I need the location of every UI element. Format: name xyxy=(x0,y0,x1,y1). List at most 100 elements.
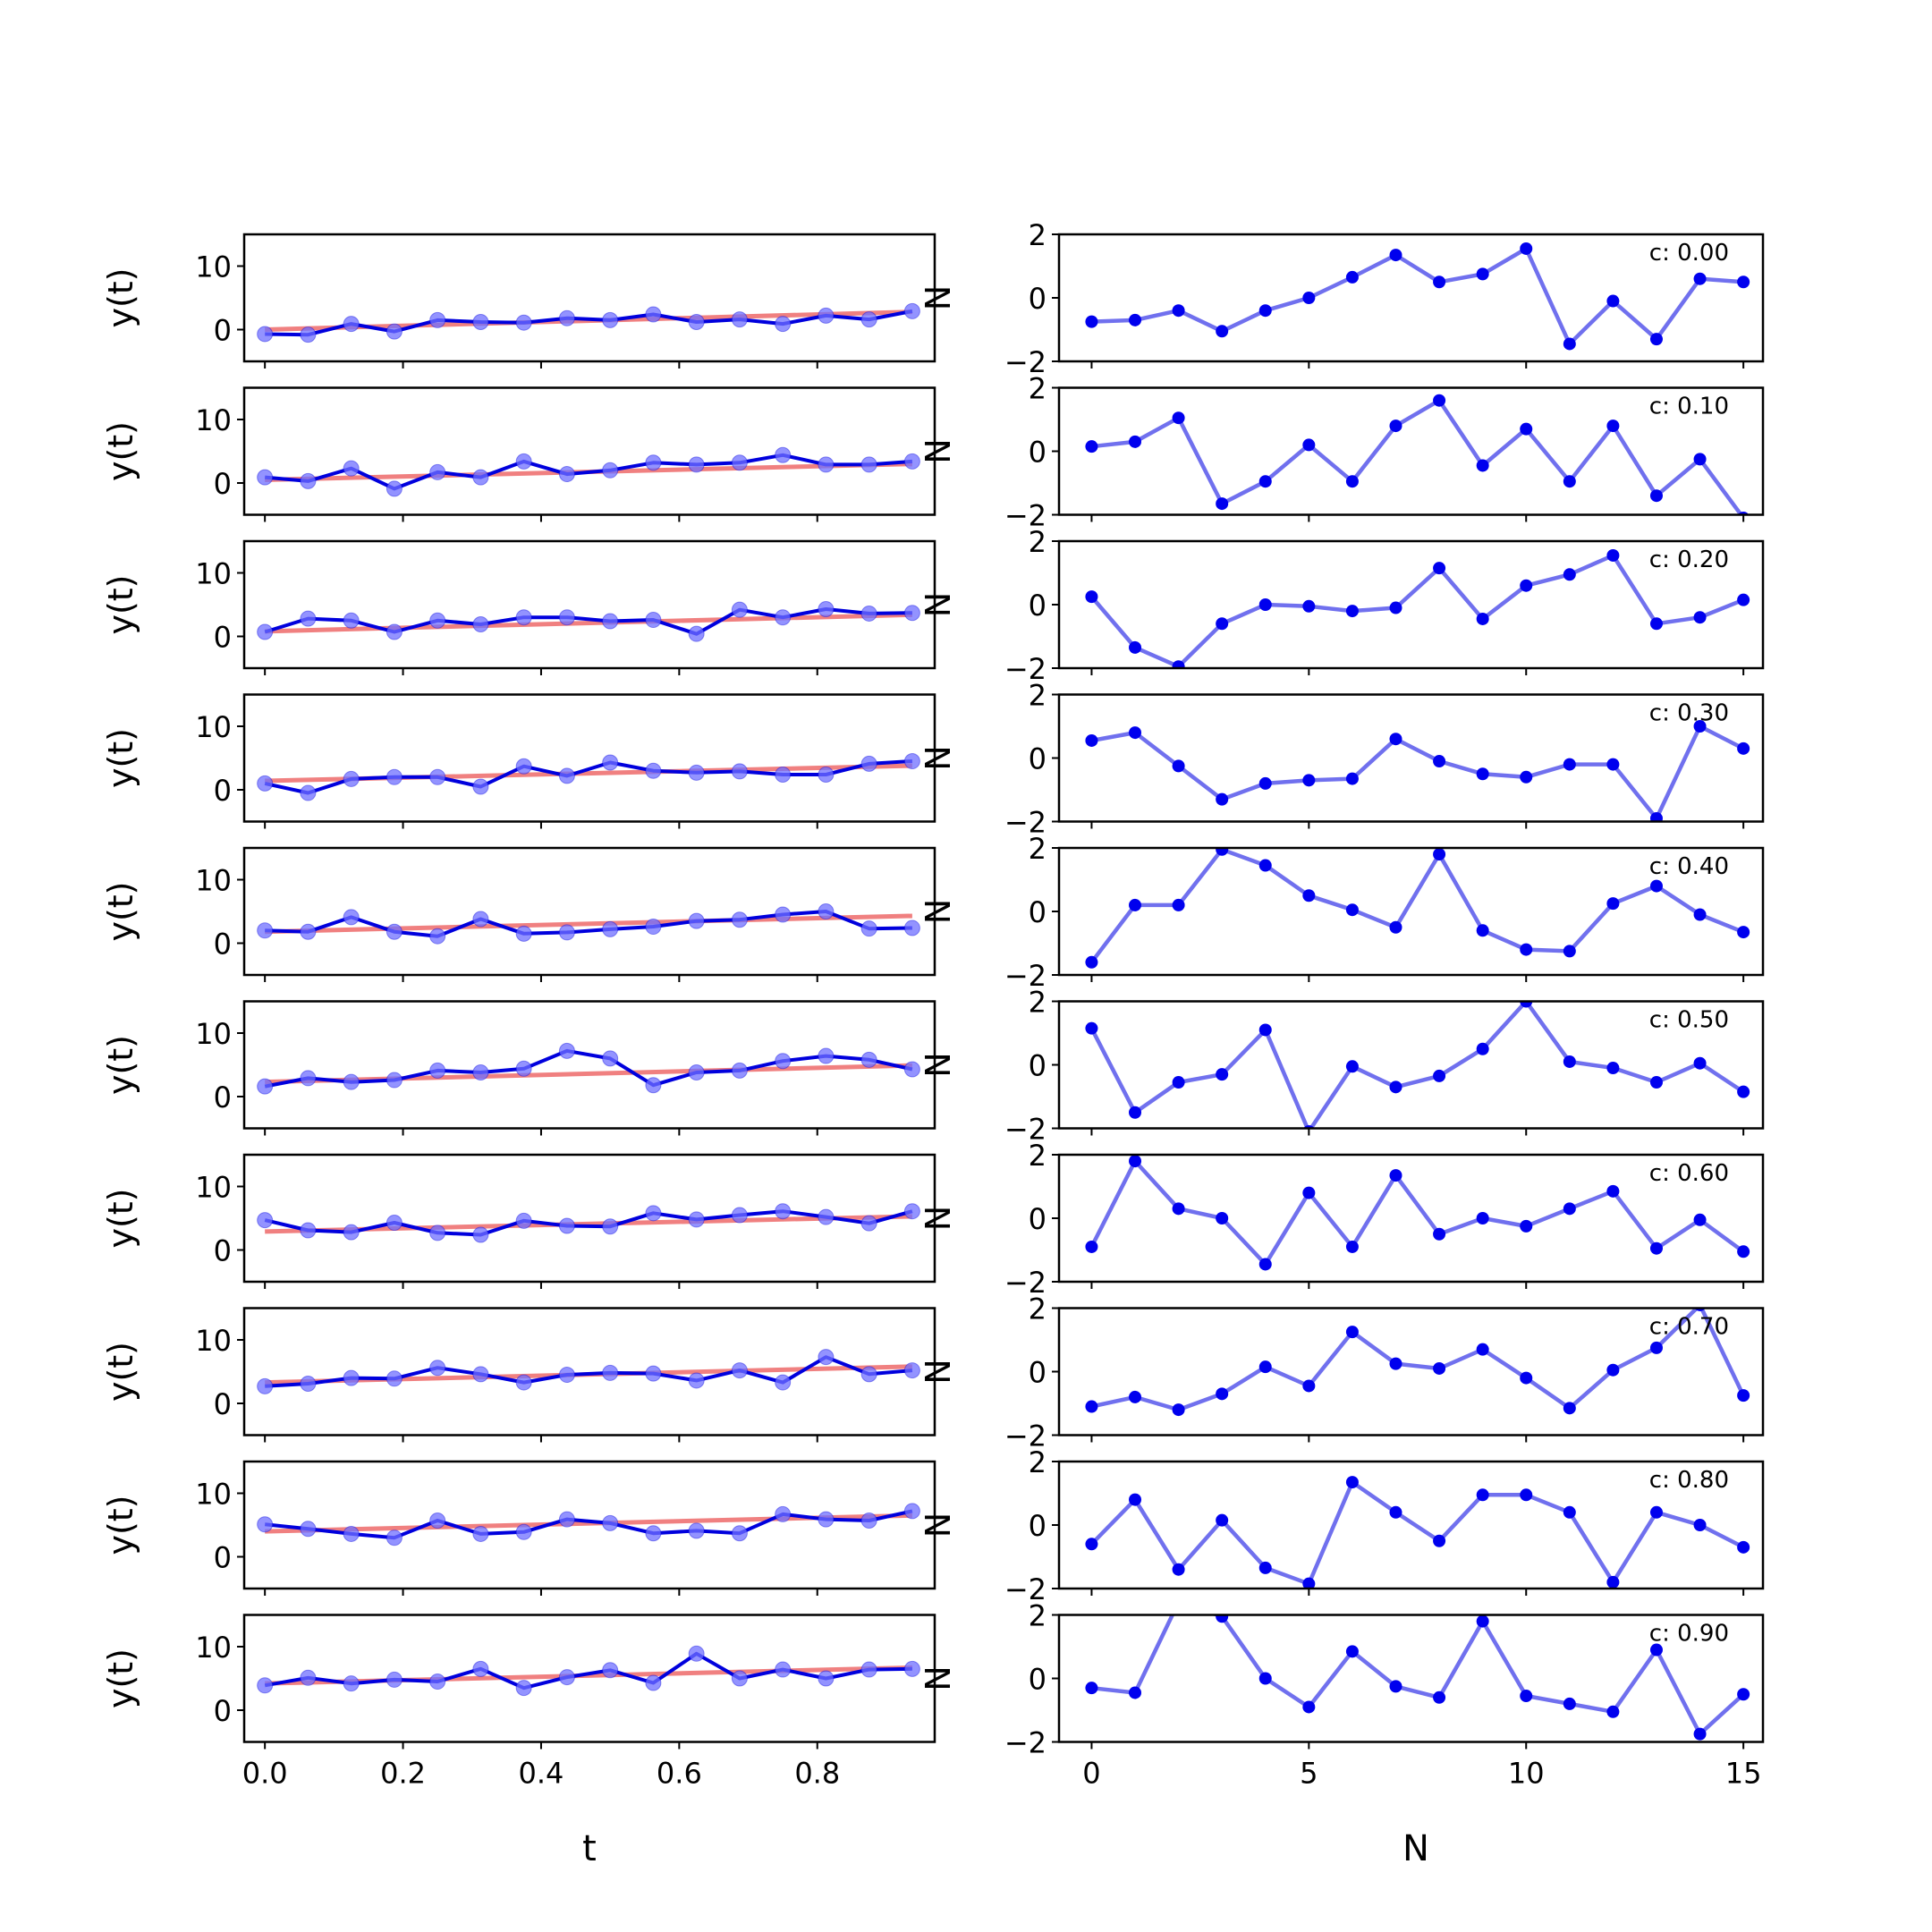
residual-point xyxy=(1302,1186,1316,1199)
left-y-axis-label: y(t) xyxy=(101,728,140,788)
data-point xyxy=(688,456,705,473)
data-point xyxy=(300,1375,317,1392)
residual-point xyxy=(1129,898,1142,911)
data-line xyxy=(264,759,913,795)
residual-line xyxy=(1090,724,1745,821)
right-x-tick-label: 0 xyxy=(1082,1757,1100,1791)
residual-point xyxy=(1389,1080,1402,1094)
residual-point xyxy=(1216,1212,1229,1224)
residual-point xyxy=(1606,897,1620,911)
data-point xyxy=(731,1062,748,1079)
right-panel-0: N −2 0 2 c: 0.00 xyxy=(919,218,1765,379)
data-point xyxy=(386,323,402,340)
residual-line xyxy=(1091,246,1744,346)
data-point xyxy=(645,612,662,629)
data-point xyxy=(602,920,619,937)
left-y-tick-label: 10 xyxy=(195,864,232,898)
left-axes-frame xyxy=(242,539,936,670)
residual-point xyxy=(1520,770,1533,784)
right-x-axis-label: N xyxy=(1402,1828,1429,1869)
residual-point xyxy=(1433,1227,1446,1241)
data-point xyxy=(472,1064,489,1081)
left-x-tick-label: 0.2 xyxy=(380,1757,426,1791)
residual-point xyxy=(1520,943,1533,956)
right-x-tick-label: 15 xyxy=(1725,1757,1762,1791)
data-point xyxy=(645,1205,662,1222)
right-y-tick-label: 0 xyxy=(1029,436,1046,470)
right-plot-area xyxy=(1059,234,1763,361)
left-axes-frame xyxy=(242,1614,936,1743)
residual-point xyxy=(1563,568,1576,581)
right-y-tick-label: 0 xyxy=(1029,1356,1046,1390)
left-y-tick-label: 10 xyxy=(195,250,232,284)
residual-point xyxy=(1216,1614,1229,1623)
right-y-tick-label: −2 xyxy=(1004,1419,1046,1453)
residual-point xyxy=(1606,1184,1620,1198)
data-point xyxy=(860,456,877,473)
data-point xyxy=(257,775,274,792)
residual-point xyxy=(1520,422,1533,436)
right-y-tick-label: 2 xyxy=(1029,832,1046,866)
data-point xyxy=(903,1660,920,1677)
residual-point xyxy=(1345,1060,1359,1073)
left-x-tick-label: 0.0 xyxy=(242,1757,288,1791)
right-axes-frame xyxy=(1057,539,1765,670)
left-y-tick-label: 10 xyxy=(195,1017,232,1051)
left-y-axis-label: y(t) xyxy=(101,421,140,481)
residual-point xyxy=(1129,1155,1142,1168)
data-point xyxy=(257,1212,274,1229)
data-point xyxy=(429,311,446,328)
residual-point xyxy=(1258,1360,1272,1374)
left-y-tick-label: 0 xyxy=(214,621,232,655)
residual-point xyxy=(1345,1326,1359,1339)
data-point xyxy=(515,1680,532,1697)
residual-point xyxy=(1737,1688,1750,1701)
left-axes-frame xyxy=(242,1153,936,1284)
residual-point xyxy=(1389,249,1402,262)
right-panel-3: N −2 0 2 c: 0.30 xyxy=(919,679,1765,840)
right-y-tick-label: 2 xyxy=(1029,525,1046,559)
data-point xyxy=(429,612,446,629)
residual-point xyxy=(1129,435,1142,448)
left-plot-background xyxy=(244,1308,935,1436)
left-y-tick-label: 10 xyxy=(195,1478,232,1512)
right-y-axis-label: N xyxy=(919,1359,958,1384)
right-panel-1: N −2 0 2 c: 0.10 xyxy=(919,372,1765,533)
data-point xyxy=(602,311,619,328)
panel-label: c: 0.80 xyxy=(1649,1467,1729,1494)
right-panel-2: N −2 0 2 c: 0.20 xyxy=(919,525,1765,686)
residual-line xyxy=(1089,1158,1745,1267)
left-panel-4: y(t) 0 10 xyxy=(101,846,936,982)
data-point xyxy=(558,1367,575,1384)
left-plot-background xyxy=(244,234,935,361)
data-line xyxy=(265,1355,913,1388)
data-line xyxy=(264,607,912,636)
residual-point xyxy=(1563,1202,1576,1216)
data-line xyxy=(264,1209,913,1237)
data-point xyxy=(300,1222,317,1239)
data-point xyxy=(343,1073,360,1090)
data-point xyxy=(343,1224,360,1241)
right-y-tick-label: 2 xyxy=(1029,1445,1046,1479)
right-plot-area xyxy=(1059,694,1763,822)
residual-point xyxy=(1649,1341,1663,1354)
data-point xyxy=(860,920,877,937)
residual-point xyxy=(1563,1697,1576,1710)
residual-point xyxy=(1563,1505,1576,1519)
residual-point xyxy=(1172,1202,1185,1216)
right-y-tick-label: 2 xyxy=(1029,1599,1046,1633)
data-point xyxy=(818,456,835,473)
left-panel-7: y(t) 0 10 xyxy=(101,1307,936,1443)
residual-point xyxy=(1476,1488,1489,1502)
residual-point xyxy=(1172,411,1185,425)
residual-point xyxy=(1172,1076,1185,1089)
residual-point xyxy=(1345,475,1359,488)
left-y-tick-label: 0 xyxy=(214,1234,232,1268)
right-plot-area xyxy=(1059,1614,1763,1742)
data-point xyxy=(903,753,920,770)
panel-label: c: 0.40 xyxy=(1649,853,1729,880)
residual-point xyxy=(1345,772,1359,785)
residual-point xyxy=(1520,1488,1533,1502)
data-point xyxy=(602,613,619,630)
